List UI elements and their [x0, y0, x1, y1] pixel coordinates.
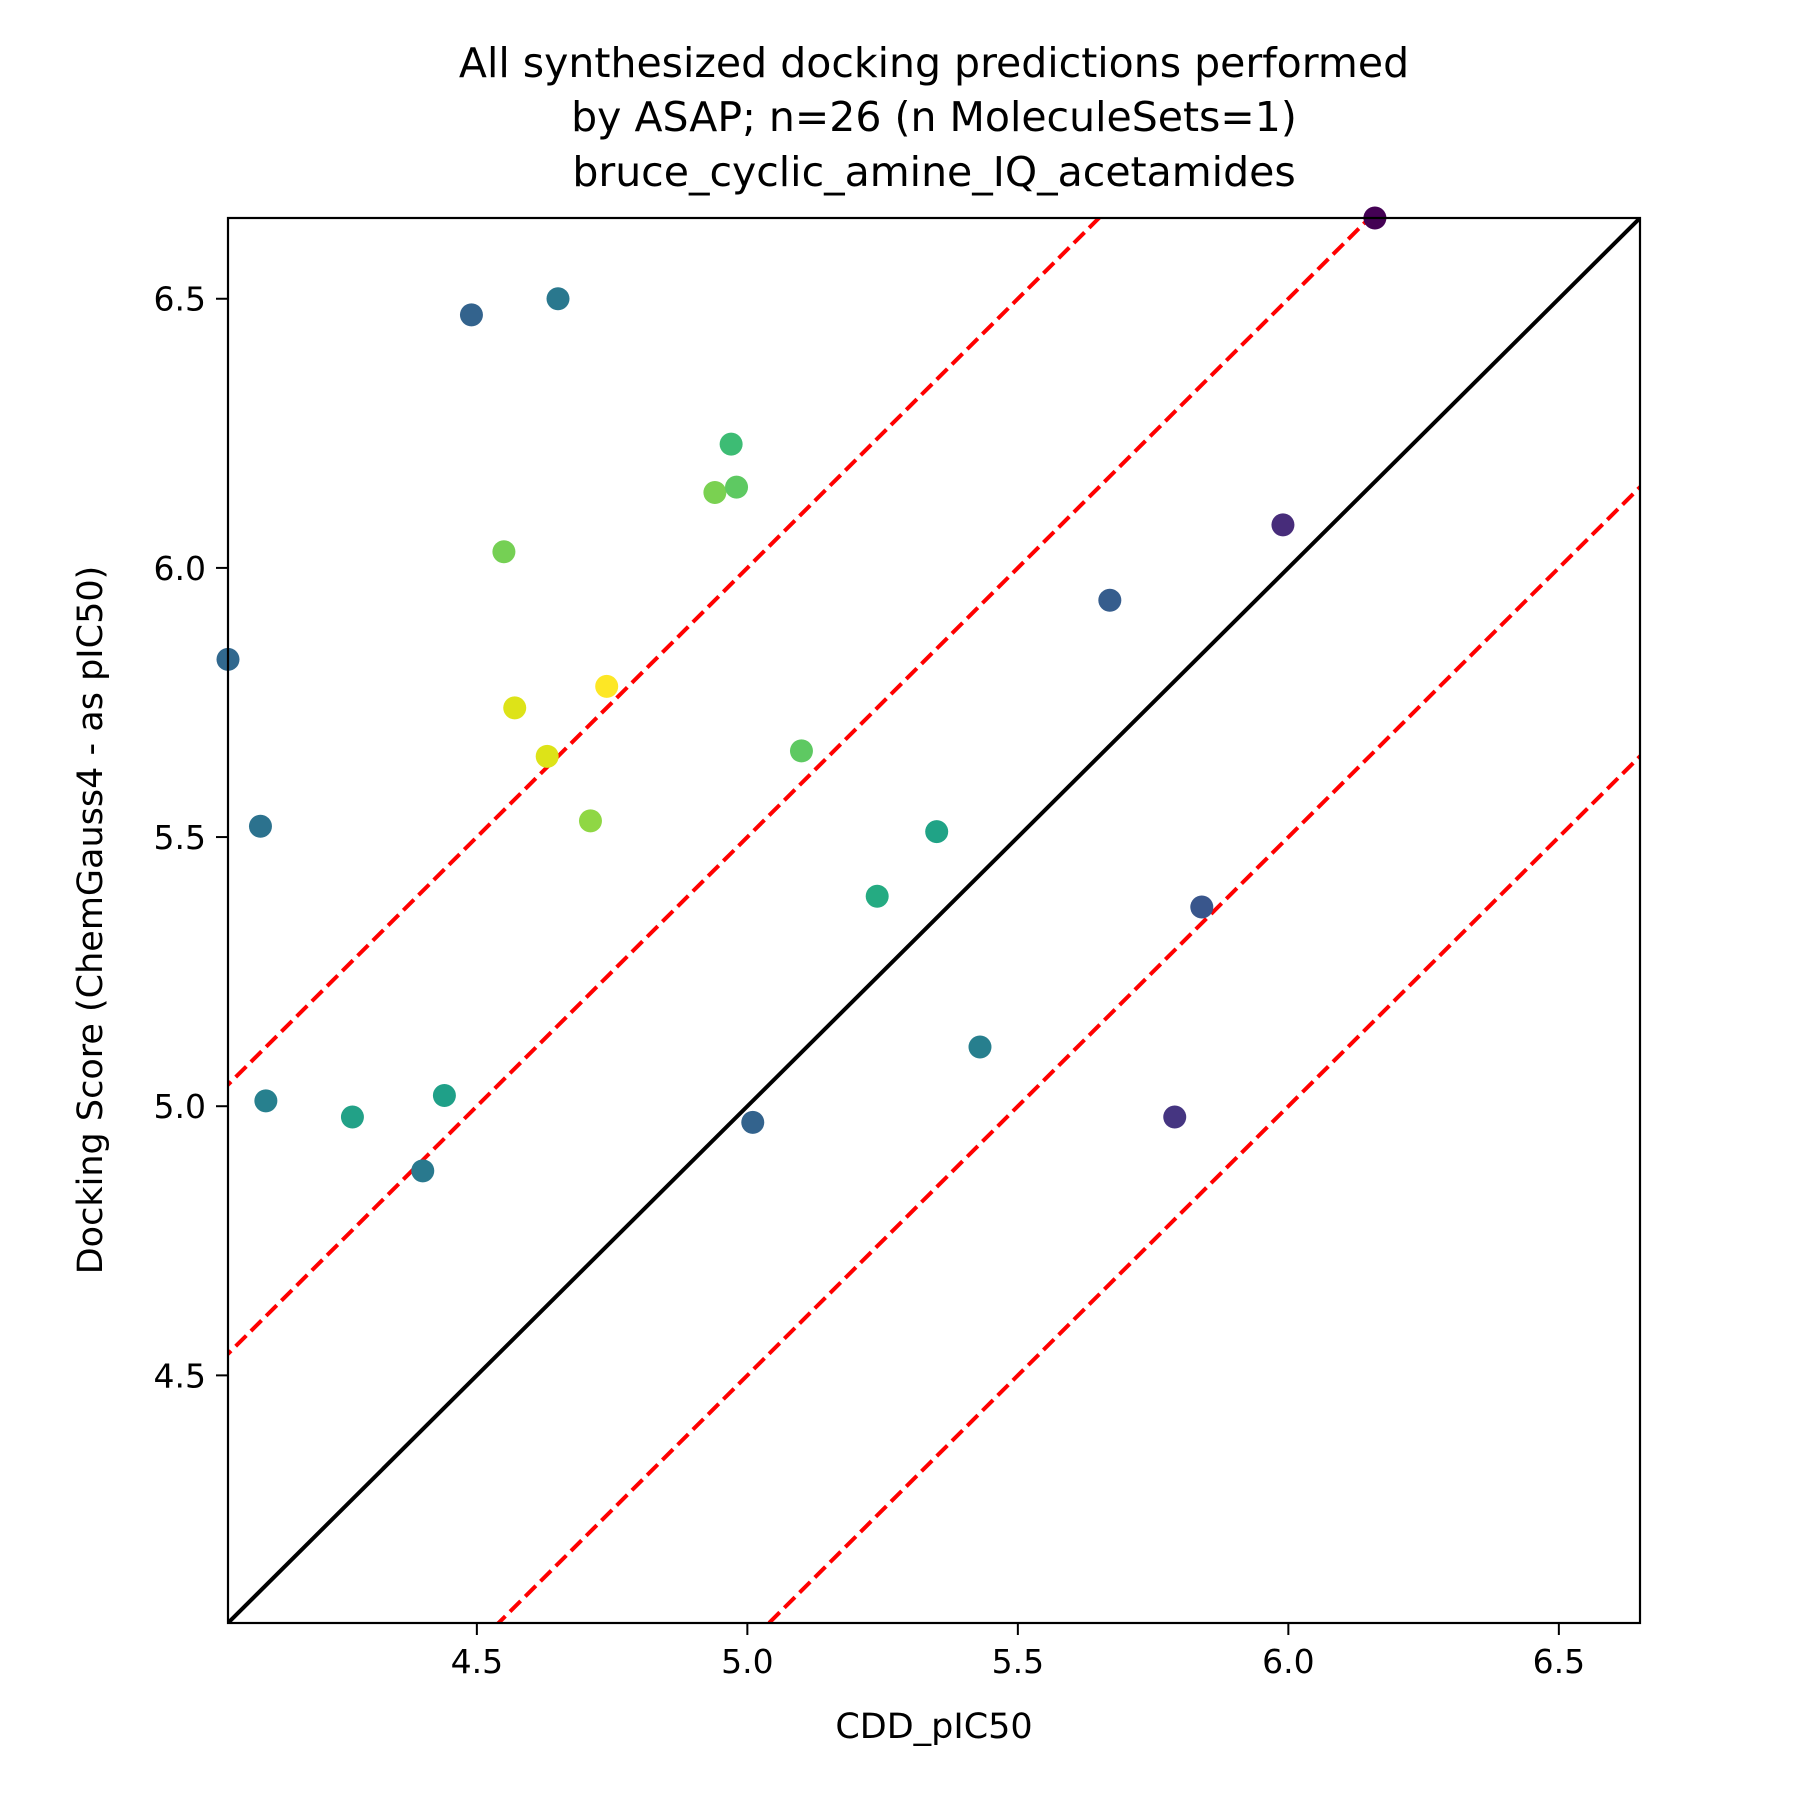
x-tick-label: 6.5 — [1533, 1642, 1585, 1681]
scatter-point — [248, 814, 272, 838]
scatter-point — [340, 1105, 364, 1129]
y-tick-label: 6.0 — [154, 549, 206, 588]
scatter-point — [432, 1083, 456, 1107]
scatter-point — [741, 1110, 765, 1134]
scatter-point — [492, 540, 516, 564]
scatter-point — [725, 475, 749, 499]
scatter-point — [968, 1035, 992, 1059]
scatter-point — [503, 696, 527, 720]
x-tick-label: 6.0 — [1262, 1642, 1314, 1681]
scatter-point — [535, 744, 559, 768]
reference-line-minus-1 — [766, 753, 1640, 1623]
y-axis-ticks: 4.5 5.0 5.5 6.0 6.5 — [154, 280, 228, 1395]
scatter-point — [459, 303, 483, 327]
scatter-point — [546, 287, 570, 311]
x-axis-label: CDD_pIC50 — [835, 1707, 1032, 1747]
scatter-point — [1163, 1105, 1187, 1129]
scatter-point — [925, 820, 949, 844]
scatter-point — [1271, 513, 1295, 537]
scatter-point — [865, 884, 889, 908]
reference-line-plus-1 — [228, 218, 1102, 1088]
scatter-point — [703, 481, 727, 505]
chart-title-line-2: by ASAP; n=26 (n MoleculeSets=1) — [571, 93, 1297, 141]
scatter-point — [789, 739, 813, 763]
x-tick-label: 5.5 — [992, 1642, 1044, 1681]
x-axis-ticks: 4.5 5.0 5.5 6.0 6.5 — [451, 1623, 1585, 1681]
y-tick-label: 5.5 — [154, 818, 206, 857]
scatter-point — [595, 674, 619, 698]
y-tick-label: 6.5 — [154, 280, 206, 319]
scatter-point — [719, 432, 743, 456]
chart-title-line-3: bruce_cyclic_amine_IQ_acetamides — [572, 148, 1295, 196]
scatter-point — [254, 1089, 278, 1113]
scatter-point — [1098, 588, 1122, 612]
scatter-point — [1190, 895, 1214, 919]
scatter-point — [578, 809, 602, 833]
scatter-point — [411, 1159, 435, 1183]
x-tick-label: 5.0 — [721, 1642, 773, 1681]
y-tick-label: 5.0 — [154, 1087, 206, 1126]
x-tick-label: 4.5 — [451, 1642, 503, 1681]
y-tick-label: 4.5 — [154, 1356, 206, 1395]
plot-frame — [226, 216, 1642, 1625]
y-axis-label: Docking Score (ChemGauss4 - as pIC50) — [71, 566, 111, 1275]
data-points — [216, 206, 1387, 1183]
chart-title-line-1: All synthesized docking predictions perf… — [459, 39, 1409, 87]
